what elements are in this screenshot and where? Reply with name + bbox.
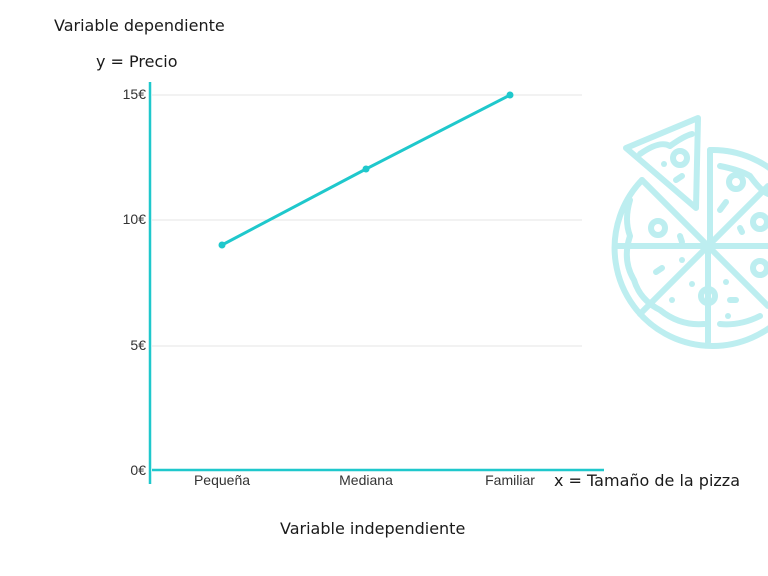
x-tick-familiar: Familiar [485, 472, 535, 488]
y-tick-15: 15€ [122, 86, 146, 102]
gridlines [152, 94, 582, 347]
y-axis-label: y = Precio [96, 52, 178, 71]
dependent-variable-title: Variable dependiente [54, 16, 225, 35]
independent-variable-title: Variable independiente [280, 519, 466, 538]
point-familiar [506, 91, 514, 99]
y-tick-10: 10€ [122, 211, 146, 227]
x-tick-mediana: Mediana [339, 472, 393, 488]
x-tick-pequena: Pequeña [193, 472, 251, 488]
point-mediana [362, 165, 370, 173]
y-tick-5: 5€ [130, 337, 146, 353]
x-axis-label: x = Tamaño de la pizza [554, 471, 741, 490]
point-pequena [218, 241, 226, 249]
pizza-icon [611, 115, 768, 349]
y-tick-0: 0€ [130, 462, 146, 478]
